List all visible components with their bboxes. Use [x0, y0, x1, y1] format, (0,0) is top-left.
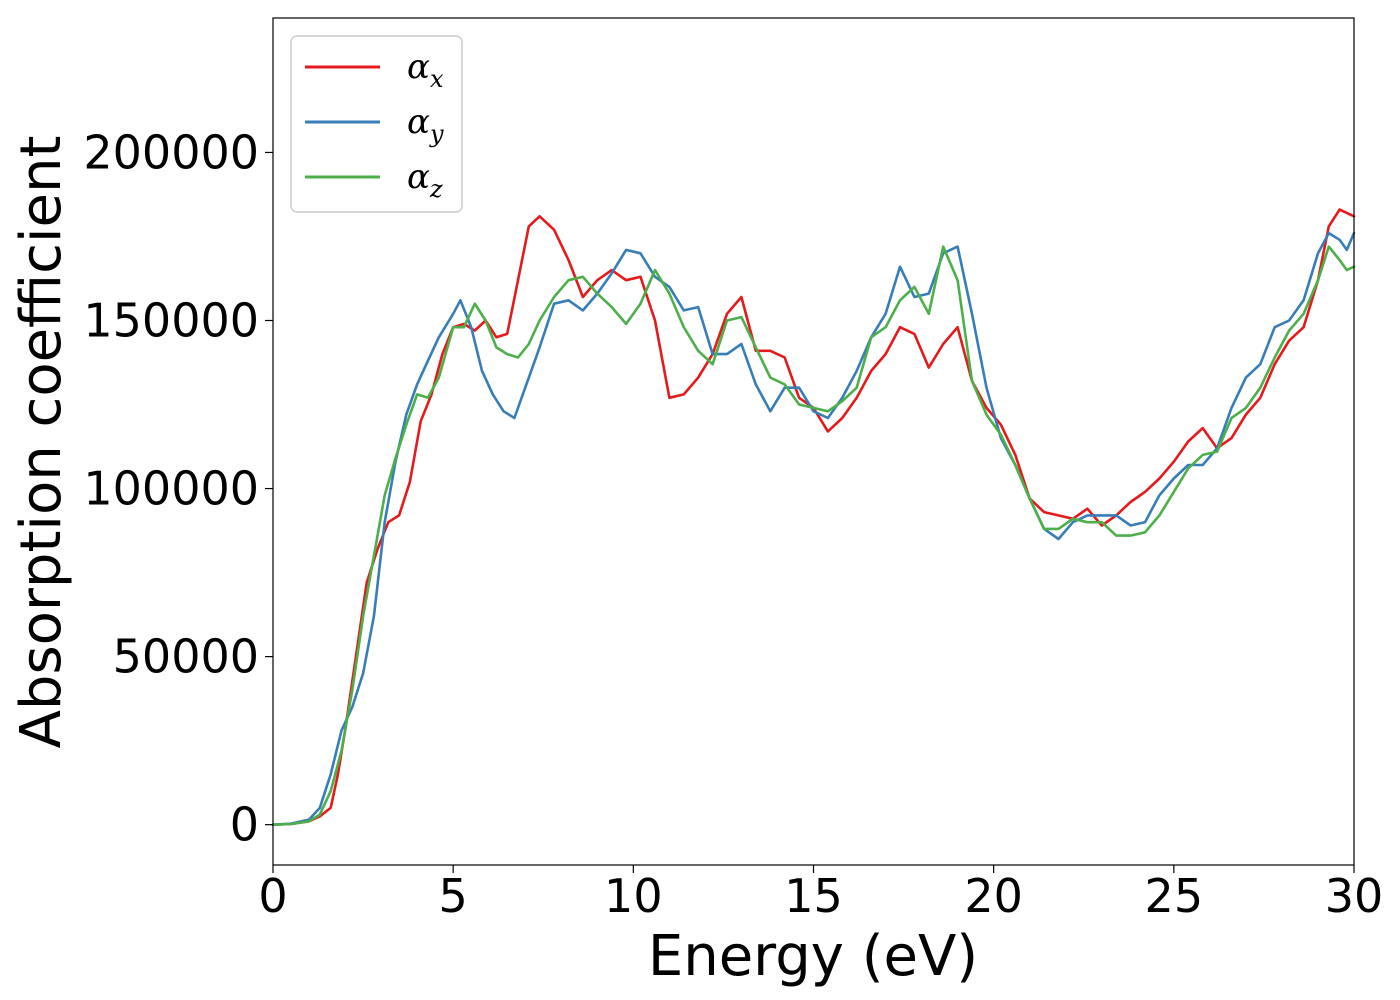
legend-subscript: y: [429, 120, 444, 148]
legend-box: [290, 35, 463, 213]
y-tick-label: 150000: [83, 294, 259, 348]
x-tick-label: 25: [1145, 869, 1204, 923]
series-line-y: [271, 231, 1356, 827]
legend-label-x: αx: [407, 47, 444, 93]
y-axis-title: Absorption coefficient: [9, 136, 74, 749]
y-axis: 0 50000 100000 150000 200000: [83, 125, 273, 852]
legend-subscript: z: [429, 175, 443, 203]
x-tick-label: 5: [439, 869, 468, 923]
x-tick-label: 20: [964, 869, 1023, 923]
series-line-z: [271, 245, 1356, 827]
legend-symbol: α: [407, 157, 430, 197]
series-line-x: [271, 208, 1356, 827]
y-tick-label: 0: [230, 798, 259, 852]
x-tick-label: 10: [604, 869, 663, 923]
legend-symbol: α: [407, 47, 430, 87]
x-tick-label: 30: [1325, 869, 1384, 923]
legend-label-z: αz: [407, 157, 443, 203]
y-tick-label: 200000: [83, 125, 259, 179]
legend-symbol: α: [407, 102, 430, 142]
x-tick-label: 15: [784, 869, 843, 923]
x-tick-label: 0: [258, 869, 287, 923]
y-tick-label: 100000: [83, 462, 259, 516]
legend-subscript: x: [430, 65, 444, 93]
x-axis: 0 5 10 15 20 25 30: [258, 865, 1383, 923]
y-tick-label: 50000: [113, 630, 259, 684]
legend-label-y: αy: [407, 102, 444, 148]
x-axis-title: Energy (eV): [648, 924, 978, 989]
series-layer: [271, 208, 1356, 827]
